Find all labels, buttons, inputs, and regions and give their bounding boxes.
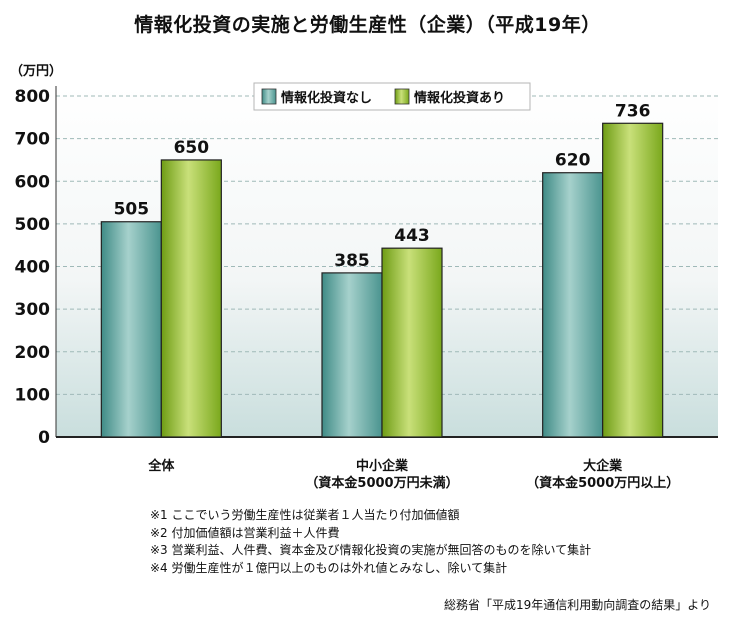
bar: [381, 247, 443, 438]
y-tick-label: 800: [15, 87, 51, 107]
y-tick-label: 300: [15, 300, 51, 320]
y-tick-label: 700: [15, 130, 51, 150]
data-label: 505: [114, 200, 150, 220]
y-tick-label: 500: [15, 215, 51, 235]
y-tick-label: 400: [15, 258, 51, 278]
legend-swatch: [394, 88, 410, 105]
bar: [602, 122, 664, 438]
x-category-label: （資本金5000万円以上）: [526, 475, 679, 491]
x-category-label: 全体: [147, 458, 175, 474]
footnote: ※4 労働生産性が１億円以上のものは外れ値とみなし、除いて集計: [150, 560, 508, 575]
legend-box: [253, 82, 531, 111]
legend-swatch: [261, 88, 277, 105]
bar-chart: 0 100 200 300 400 500 600 700 800 505 650 385 443 62…: [15, 82, 718, 491]
chart-title: 情報化投資の実施と労働生産性（企業）（平成19年）: [134, 14, 601, 36]
bar: [542, 172, 604, 438]
legend-entry: 情報化投資なし: [281, 90, 372, 106]
x-category-label: 中小企業: [356, 458, 409, 474]
footnote: ※1 ここでいう労働生産性は従業者１人当たり付加価値額: [150, 508, 460, 522]
bar: [321, 272, 383, 438]
y-tick-label: 200: [15, 343, 51, 363]
x-category-label: 大企業: [583, 458, 623, 474]
footnote: ※2 付加価値額は営業利益＋人件費: [150, 525, 340, 540]
y-tick-label: 0: [38, 428, 50, 448]
data-label: 736: [615, 101, 651, 121]
bar: [100, 221, 162, 438]
source-note: 総務省「平成19年通信利用動向調査の結果」より: [443, 598, 711, 612]
y-tick-label: 100: [15, 385, 51, 405]
data-label: 620: [555, 151, 591, 171]
footnotes: ※1 ここでいう労働生産性は従業者１人当たり付加価値額 ※2 付加価値額は営業利…: [150, 507, 591, 577]
y-axis-unit-label: （万円）: [10, 64, 63, 79]
y-tick-label: 600: [15, 172, 51, 192]
data-label: 650: [174, 138, 210, 158]
x-category-label: （資本金5000万円未満）: [305, 475, 458, 491]
bar: [160, 159, 222, 438]
legend-entry: 情報化投資あり: [414, 90, 505, 106]
footnote: ※3 営業利益、人件費、資本金及び情報化投資の実施が無回答のものを除いて集計: [150, 543, 592, 557]
data-label: 385: [334, 251, 370, 271]
data-label: 443: [394, 226, 430, 246]
